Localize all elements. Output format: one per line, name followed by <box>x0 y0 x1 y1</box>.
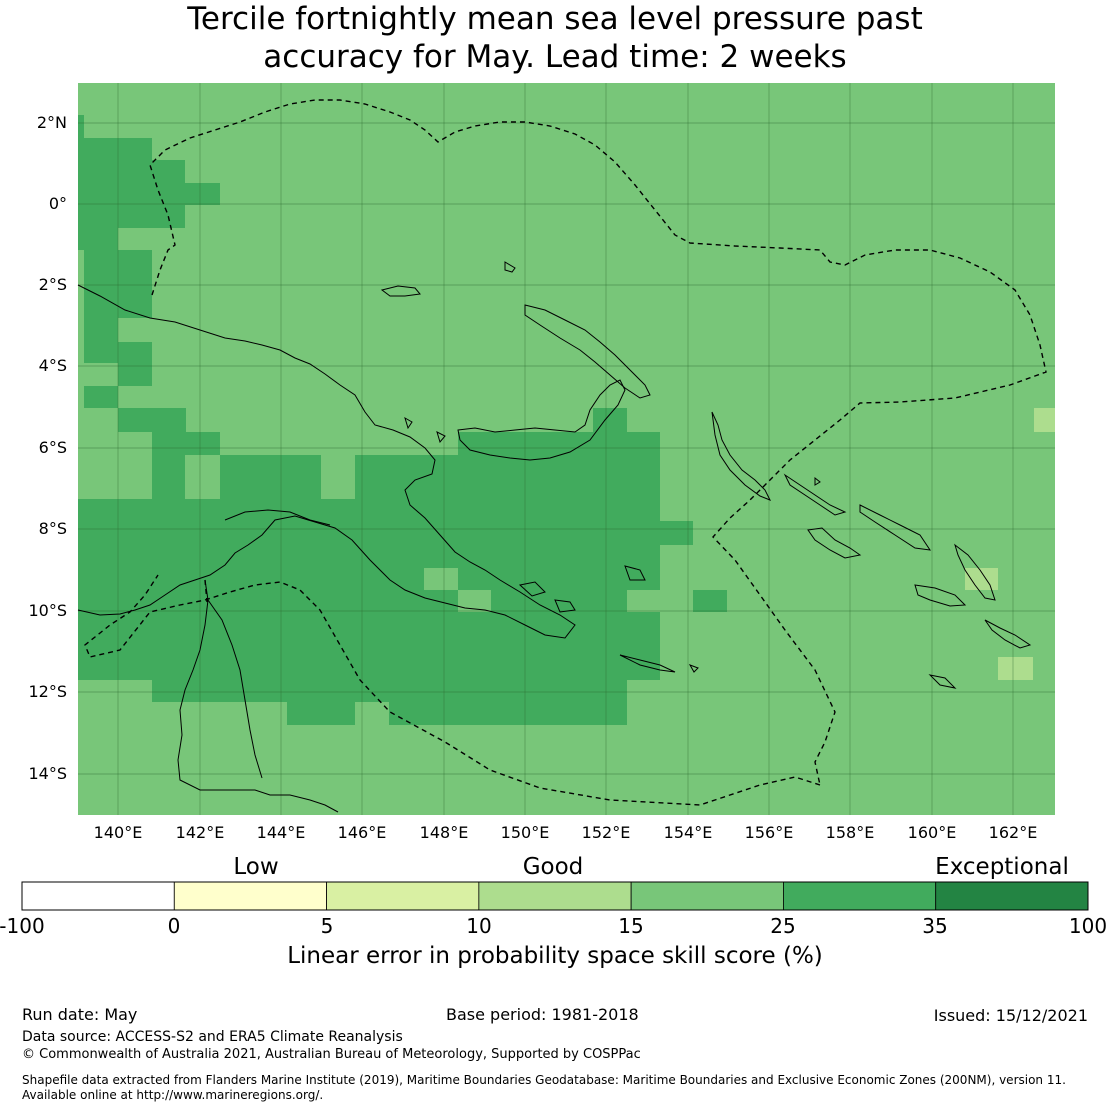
small-islands <box>404 261 957 689</box>
issued-date: Issued: 15/12/2021 <box>933 1006 1088 1025</box>
maritime-boundaries <box>84 99 1047 806</box>
solomon-5 <box>914 584 967 607</box>
lon-label: 162°E <box>988 823 1038 842</box>
new-britain-coast <box>457 379 626 461</box>
bougainville-coast <box>711 411 772 501</box>
d-entrecasteaux <box>518 565 646 613</box>
gulf-coast <box>224 509 331 526</box>
run-date: Run date: May <box>22 1005 138 1024</box>
colorbar-tick: 25 <box>770 914 796 938</box>
lat-label: 10°S <box>28 601 67 620</box>
lon-label: 160°E <box>907 823 957 842</box>
solomon-1 <box>783 473 847 516</box>
lat-label: 8°S <box>38 519 67 538</box>
colorbar-segments <box>21 881 1089 911</box>
eez-png-south <box>84 574 821 806</box>
lat-label: 0° <box>48 194 67 213</box>
lat-label: 4°S <box>38 356 67 375</box>
cape-york-coast <box>177 579 339 813</box>
louisiade <box>619 654 699 673</box>
solomon-6 <box>984 619 1032 649</box>
eez-png-north <box>149 99 1047 786</box>
lon-label: 158°E <box>825 823 875 842</box>
copyright: © Commonwealth of Australia 2021, Austra… <box>22 1047 641 1062</box>
skill-score-grid <box>78 83 1055 815</box>
colorbar-title: Linear error in probability space skill … <box>287 943 823 969</box>
solomon-4 <box>954 543 996 601</box>
colorbar-segment <box>478 881 632 911</box>
colorbar-tick: 35 <box>922 914 948 938</box>
new-guinea-coast <box>77 284 576 639</box>
new-ireland-coast <box>524 304 651 399</box>
lon-label: 150°E <box>500 823 550 842</box>
lon-label: 156°E <box>744 823 794 842</box>
lon-label: 144°E <box>256 823 306 842</box>
lon-label: 146°E <box>337 823 387 842</box>
colorbar-tick: 0 <box>167 914 181 938</box>
base-period: Base period: 1981-2018 <box>446 1005 639 1024</box>
colorbar-segment <box>783 881 937 911</box>
colorbar-frame <box>21 881 1089 911</box>
lon-label: 140°E <box>93 823 143 842</box>
legend-good-label: Good <box>522 854 584 880</box>
colorbar-tick: 10 <box>466 914 492 938</box>
colorbar-segment <box>21 881 175 911</box>
lat-label: 14°S <box>28 764 67 783</box>
shapefile-credit-2: Available online at http://www.marinereg… <box>22 1088 324 1102</box>
lon-label: 152°E <box>581 823 631 842</box>
solomon-2 <box>859 504 932 551</box>
cape-york-east <box>207 599 263 779</box>
colorbar-segment <box>173 881 327 911</box>
solomon-3 <box>807 527 862 559</box>
colorbar-segment <box>630 881 784 911</box>
lat-label: 2°N <box>36 113 67 132</box>
colorbar-segment <box>935 881 1089 911</box>
colorbar-tick: -100 <box>0 914 45 938</box>
manus-coast <box>380 285 421 297</box>
data-source: Data source: ACCESS-S2 and ERA5 Climate … <box>22 1029 403 1045</box>
lat-label: 2°S <box>38 275 67 294</box>
title-line-1: Tercile fortnightly mean sea level press… <box>187 1 923 37</box>
mid-skill-cells <box>78 455 660 702</box>
coastlines <box>77 261 1032 813</box>
lat-label: 12°S <box>28 682 67 701</box>
lon-label: 142°E <box>175 823 225 842</box>
title-line-2: accuracy for May. Lead time: 2 weeks <box>263 39 847 75</box>
lat-label: 6°S <box>38 438 67 457</box>
eez-west <box>204 579 208 603</box>
lon-label: 148°E <box>419 823 469 842</box>
colorbar-segment <box>326 881 480 911</box>
colorbar-tick: 100 <box>1068 914 1108 938</box>
colorbar-tick: 15 <box>618 914 644 938</box>
legend-exceptional-label: Exceptional <box>935 854 1069 880</box>
chart-title: Tercile fortnightly mean sea level press… <box>0 0 1110 76</box>
shapefile-credit-1: Shapefile data extracted from Flanders M… <box>22 1073 1066 1087</box>
lon-label: 154°E <box>663 823 713 842</box>
colorbar-tick: 5 <box>320 914 334 938</box>
legend-low-label: Low <box>233 854 279 880</box>
